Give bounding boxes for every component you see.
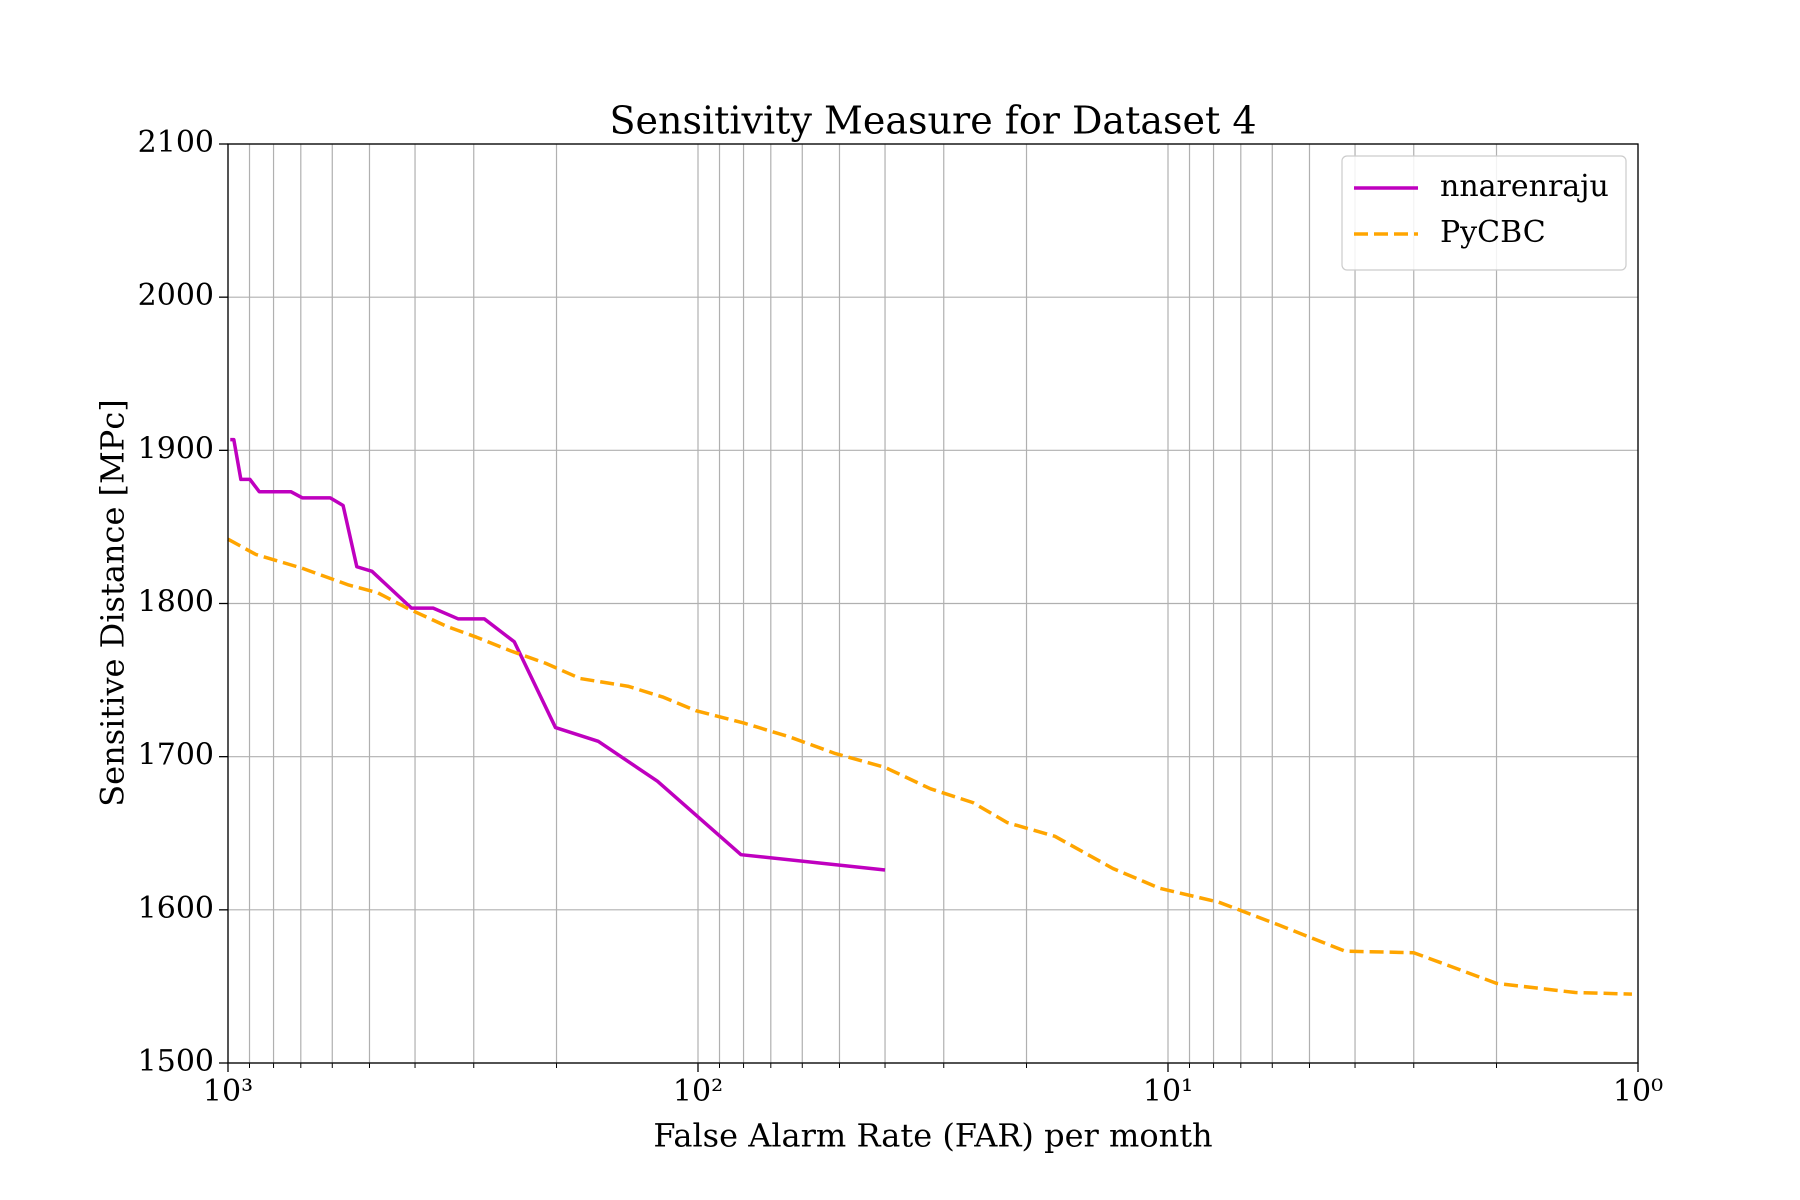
legend: nnarenraju PyCBC — [1341, 155, 1627, 271]
x-tick-label: 10³ — [203, 1074, 253, 1109]
legend-label: nnarenraju — [1440, 169, 1609, 204]
x-tick-label: 10¹ — [1143, 1074, 1193, 1109]
y-axis-label: Sensitive Distance [MPc] — [94, 399, 132, 806]
y-tick-label: 1600 — [138, 891, 214, 926]
y-tick-label: 1700 — [138, 738, 214, 773]
y-tick-label: 1500 — [138, 1044, 214, 1079]
series-line — [230, 437, 886, 872]
y-tick-label: 2100 — [138, 125, 214, 160]
y-tick-label: 1800 — [138, 585, 214, 620]
y-tick-label: 2000 — [138, 278, 214, 313]
axes-frame — [227, 143, 1639, 1064]
plot-area — [227, 437, 1633, 996]
chart-title: Sensitivity Measure for Dataset 4 — [609, 99, 1256, 143]
x-tick-label: 10² — [673, 1074, 723, 1109]
legend-label: PyCBC — [1440, 215, 1546, 250]
series-line — [227, 537, 1633, 996]
y-tick-label: 1900 — [138, 431, 214, 466]
x-axis-label: False Alarm Rate (FAR) per month — [653, 1117, 1212, 1155]
grid — [219, 143, 1639, 1072]
x-tick-label: 10⁰ — [1613, 1074, 1663, 1109]
legend-box — [1341, 155, 1627, 271]
